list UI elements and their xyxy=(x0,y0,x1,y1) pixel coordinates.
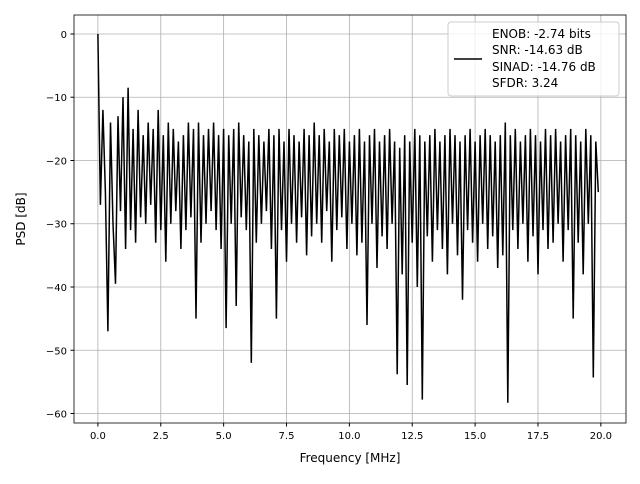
x-ticks: 0.0 2.5 5.0 7.5 10.0 12.5 15.0 17.5 20.0 xyxy=(90,423,612,442)
y-ticks: 0 −10 −20 −30 −40 −50 −60 xyxy=(46,30,74,421)
y-tick-label: −30 xyxy=(46,220,67,231)
x-tick-label: 2.5 xyxy=(153,431,169,442)
x-tick-label: 12.5 xyxy=(401,431,423,442)
x-tick-label: 15.0 xyxy=(464,431,486,442)
axes-frame xyxy=(73,14,627,424)
y-axis-label: PSD [dB] xyxy=(14,192,28,245)
legend-sfdr: SFDR: 3.24 xyxy=(492,76,558,90)
x-tick-label: 0.0 xyxy=(90,431,106,442)
legend-enob: ENOB: -2.74 bits xyxy=(492,27,591,41)
x-tick-label: 20.0 xyxy=(590,431,612,442)
y-tick-label: 0 xyxy=(61,30,67,41)
y-tick-label: −60 xyxy=(46,410,67,421)
y-tick-label: −20 xyxy=(46,156,67,167)
y-tick-label: −40 xyxy=(46,283,67,294)
legend-snr: SNR: -14.63 dB xyxy=(492,43,583,57)
x-axis-label: Frequency [MHz] xyxy=(300,451,401,465)
legend-box xyxy=(447,21,620,97)
x-tick-label: 10.0 xyxy=(338,431,360,442)
x-tick-label: 5.0 xyxy=(216,431,232,442)
plot-area xyxy=(97,33,600,403)
y-tick-label: −50 xyxy=(46,346,67,357)
legend-sinad: SINAD: -14.76 dB xyxy=(492,60,596,74)
psd-series-line xyxy=(97,33,600,403)
legend: ENOB: -2.74 bits SNR: -14.63 dB SINAD: -… xyxy=(447,21,620,97)
x-tick-label: 7.5 xyxy=(279,431,295,442)
y-tick-label: −10 xyxy=(46,93,67,104)
x-tick-label: 17.5 xyxy=(527,431,549,442)
